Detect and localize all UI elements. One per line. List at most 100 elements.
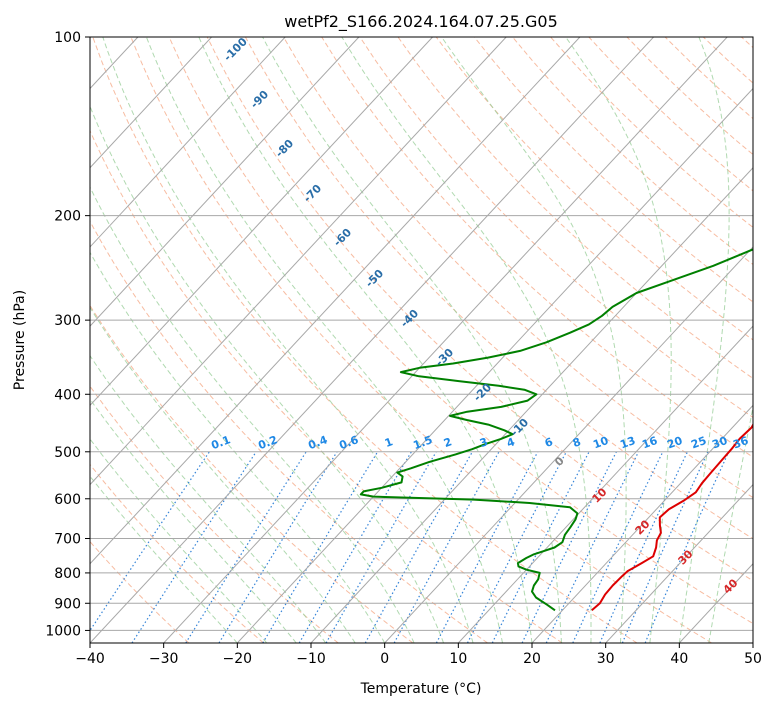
x-tick-label: −10 (296, 651, 326, 667)
dry-adiabat-label: -90 (248, 88, 271, 111)
dry-adiabat-line (550, 37, 753, 229)
y-tick-label: 200 (54, 209, 81, 225)
isotherm-line (90, 37, 433, 407)
moist-adiabat-line (341, 37, 592, 643)
isotherm-line (752, 642, 753, 643)
y-tick-label: 500 (54, 445, 81, 461)
dry-adiabat-line (435, 37, 753, 341)
dry-adiabat-line (90, 385, 339, 643)
x-tick-label: 50 (744, 651, 762, 667)
dry-adiabat-label: -80 (273, 137, 296, 160)
dry-adiabat-line (90, 129, 563, 643)
isotherm-line (310, 167, 753, 643)
isotherm-line (0, 37, 64, 643)
dry-adiabat-line (702, 37, 753, 84)
dry-adiabat-line (397, 37, 753, 379)
x-tick-label: −40 (75, 651, 105, 667)
dewpoint-profile-line (359, 248, 753, 612)
isotherm-line (384, 246, 753, 643)
x-tick-label: 0 (380, 651, 389, 667)
moist-adiabat-line (262, 37, 562, 643)
moist-adiabats (90, 37, 753, 643)
mixing-ratio-label: 0.4 (306, 433, 329, 452)
dry-adiabat-label: 40 (721, 576, 741, 596)
x-tick-label: 40 (670, 651, 688, 667)
mixing-ratio-label: 36 (731, 434, 750, 452)
mixing-ratio-line (185, 451, 307, 643)
mixing-ratio-line (572, 451, 664, 643)
moist-adiabat-line (90, 354, 327, 643)
moist-adiabat-line (90, 251, 386, 643)
temperature-profile-line (591, 422, 753, 612)
dry-adiabat-line (130, 37, 712, 643)
dry-adiabat-line (90, 463, 264, 643)
dry-adiabat-label: -50 (363, 267, 386, 290)
isotherm-line (90, 37, 212, 169)
mixing-ratio-label: 8 (571, 435, 583, 450)
plot-frame (89, 36, 754, 644)
dry-adiabat-label: -100 (221, 35, 250, 64)
mixing-ratio-line (393, 451, 500, 643)
mixing-ratio-label: 1 (383, 435, 395, 450)
mixing-ratio-label: 25 (689, 434, 708, 451)
mixing-ratio-label: 13 (618, 434, 637, 451)
dry-adiabat-label: -60 (331, 226, 354, 249)
mixing-ratio-label: 10 (591, 434, 610, 452)
mixing-ratio-line (364, 451, 473, 643)
dry-adiabat-line (359, 37, 753, 418)
dry-adiabat-label: 10 (590, 485, 610, 505)
isotherms (0, 37, 753, 643)
moist-adiabat-line (441, 37, 627, 643)
mixing-ratio-label: 16 (640, 434, 659, 452)
y-tick-label: 300 (54, 313, 81, 329)
moist-adiabat-line (90, 438, 268, 643)
moist-adiabat-line (678, 37, 730, 643)
moist-adiabat-line (198, 37, 533, 643)
isotherm-line (163, 37, 728, 643)
isotherm-line (90, 37, 286, 248)
mixing-ratio-label: 3 (478, 435, 490, 450)
isotherm-line (457, 325, 753, 643)
y-tick-label: 400 (54, 387, 81, 403)
isotherm-line (90, 37, 654, 643)
mixing-ratio-label: 0.1 (209, 433, 232, 452)
moist-adiabat-line (90, 105, 445, 643)
mixing-ratio-line (621, 451, 709, 643)
y-tick-label: 900 (54, 596, 81, 612)
mixing-ratio-line (90, 451, 210, 632)
dry-adiabat-label: -70 (301, 182, 324, 205)
x-tick-label: 30 (597, 651, 615, 667)
y-tick-label: 700 (54, 532, 81, 548)
mixing-ratio-label: 0.6 (337, 433, 360, 452)
chart-title: wetPf2_S166.2024.164.07.25.G05 (284, 12, 558, 32)
moist-adiabat-line (90, 306, 356, 643)
isotherm-line (236, 87, 753, 643)
plot-area: -100-90-80-70-60-50-40-30-20-10010203040… (0, 35, 753, 643)
dry-adiabat-label: 0 (552, 454, 567, 469)
mixing-ratio-lines (90, 451, 730, 643)
mixing-ratio-label: 2 (442, 435, 454, 450)
dry-adiabat-line (244, 37, 753, 540)
mixing-ratio-label: 30 (710, 434, 729, 452)
x-tick-label: 10 (449, 651, 467, 667)
x-tick-label: 20 (523, 651, 541, 667)
y-tick-label: 800 (54, 566, 81, 582)
dry-adiabat-line (283, 37, 753, 499)
mixing-ratio-line (435, 451, 539, 643)
mixing-ratio-line (599, 451, 689, 643)
mixing-ratio-line (644, 451, 730, 643)
x-tick-label: −30 (149, 651, 179, 667)
y-tick-label: 600 (54, 492, 81, 508)
isotherm-line (678, 563, 753, 643)
dry-adiabat-line (90, 220, 488, 643)
isotherm-line (90, 37, 581, 565)
moist-adiabat-line (90, 398, 297, 643)
dry-adiabat-line (741, 37, 753, 49)
y-tick-label: 1000 (45, 623, 81, 639)
mixing-ratio-line (491, 451, 590, 643)
axes: −40 −30 −20 −10 0 10 20 30 40 5010020030040050060… (45, 30, 762, 667)
dry-adiabat-line (473, 37, 753, 303)
mixing-ratio-label: 1.5 (411, 433, 434, 452)
x-tick-label: −20 (223, 651, 253, 667)
